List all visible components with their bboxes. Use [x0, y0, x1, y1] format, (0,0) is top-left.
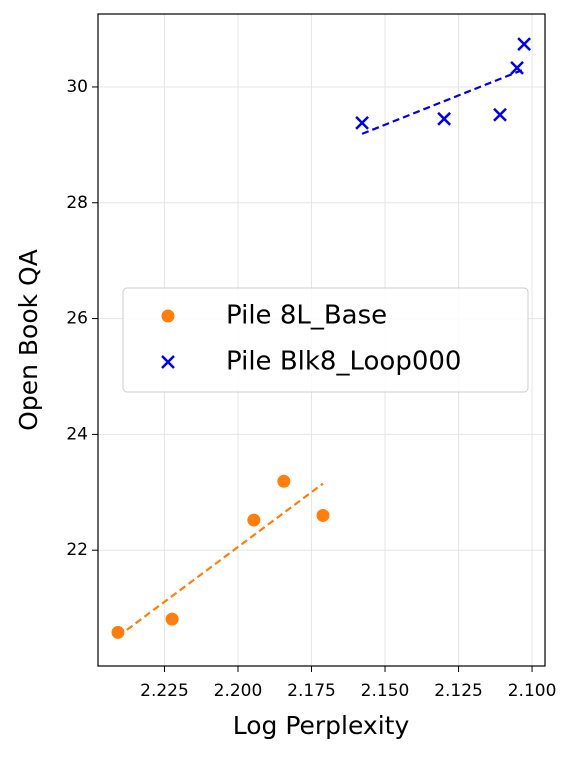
- y-tick-label: 28: [66, 193, 88, 213]
- legend-label: Pile Blk8_Loop000: [226, 347, 461, 377]
- plot-frame: [97, 13, 546, 667]
- point: [355, 115, 369, 130]
- point: [165, 612, 179, 626]
- y-tick-label: 24: [66, 424, 88, 444]
- x-tick-label: 2.200: [214, 681, 263, 701]
- y-tick-label: 22: [66, 540, 88, 560]
- point: [277, 474, 291, 488]
- trend-line: [117, 482, 324, 638]
- legend-frame: [122, 287, 529, 393]
- point: [437, 111, 452, 126]
- x-tick-label: 2.225: [140, 681, 189, 701]
- legend-marker: [161, 309, 175, 323]
- y-axis-label: Open Book QA: [14, 249, 43, 431]
- point: [316, 508, 330, 522]
- x-axis-label: Log Perplexity: [233, 711, 410, 740]
- x-tick-label: 2.125: [434, 681, 483, 701]
- legend-label: Pile 8L_Base: [226, 301, 387, 331]
- point: [510, 60, 524, 75]
- legend: Pile 8L_Base Pile Blk8_Loop000: [122, 287, 529, 393]
- x-tick-label: 2.175: [287, 681, 336, 701]
- y-tick-label: 30: [66, 77, 88, 97]
- trend-line: [361, 69, 523, 135]
- x-marker-stroke: [437, 111, 452, 126]
- x-tick-label: 2.150: [361, 681, 410, 701]
- x-marker-stroke: [355, 115, 369, 130]
- x-marker-stroke: [510, 60, 524, 75]
- legend-marker: [161, 355, 175, 369]
- point: [517, 37, 532, 51]
- x-marker-stroke: [517, 37, 532, 51]
- point: [247, 513, 261, 527]
- point: [493, 107, 507, 122]
- y-tick-label: 26: [66, 309, 88, 329]
- x-tick-label: 2.100: [508, 681, 557, 701]
- x-marker-stroke: [493, 107, 507, 122]
- point: [111, 625, 125, 639]
